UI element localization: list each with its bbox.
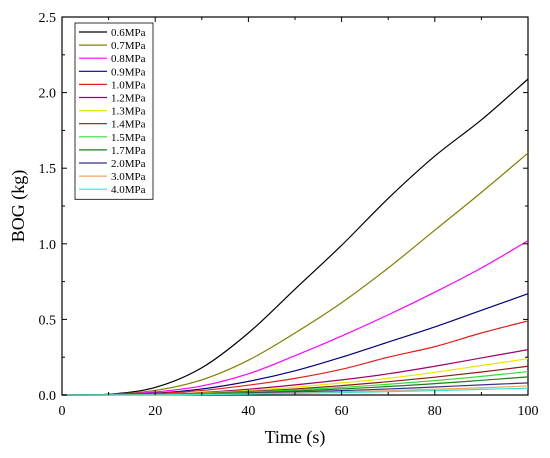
legend-item-6: 1.3MPa	[79, 106, 146, 118]
legend-item-5: 1.2MPa	[79, 93, 146, 105]
series-line-0	[61, 78, 529, 396]
legend-label-4: 1.0MPa	[111, 79, 146, 91]
legend-label-0: 0.6MPa	[111, 27, 146, 39]
x-axis-title: Time (s)	[265, 427, 326, 448]
legend-label-1: 0.7MPa	[111, 40, 146, 52]
plot-area: 0 20 40 60 80 100 0.0 0.5 1.0 1.5 2.0 2.5	[39, 11, 539, 419]
legend-label-6: 1.3MPa	[111, 106, 146, 118]
legend-item-10: 2.0MPa	[79, 158, 146, 170]
legend-item-0: 0.6MPa	[79, 27, 146, 39]
y-tick-label-5: 2.5	[39, 11, 57, 26]
legend-item-11: 3.0MPa	[79, 171, 146, 183]
legend-item-3: 0.9MPa	[79, 66, 146, 78]
x-axis-ticks: 0 20 40 60 80 100	[59, 17, 539, 419]
legend-item-12: 4.0MPa	[79, 184, 146, 196]
x-tick-label-4: 80	[428, 404, 442, 419]
y-tick-label-3: 1.5	[39, 162, 57, 177]
legend-label-2: 0.8MPa	[111, 53, 146, 65]
legend-item-1: 0.7MPa	[79, 40, 146, 52]
legend-label-12: 4.0MPa	[111, 184, 146, 196]
x-tick-label-1: 20	[148, 404, 162, 419]
legend-item-4: 1.0MPa	[79, 79, 146, 91]
y-tick-label-4: 2.0	[39, 87, 57, 102]
legend-item-7: 1.4MPa	[79, 119, 146, 131]
legend-item-2: 0.8MPa	[79, 53, 146, 65]
legend-label-9: 1.7MPa	[111, 145, 146, 157]
legend-item-8: 1.5MPa	[79, 132, 146, 144]
legend-label-5: 1.2MPa	[111, 93, 146, 105]
y-axis-title: BOG (kg)	[8, 170, 29, 243]
y-axis-ticks: 0.0 0.5 1.0 1.5 2.0 2.5	[39, 11, 528, 404]
legend-label-3: 0.9MPa	[111, 66, 146, 78]
x-tick-label-3: 60	[335, 404, 349, 419]
series-line-2	[61, 240, 529, 396]
legend-label-7: 1.4MPa	[111, 119, 146, 131]
legend-item-9: 1.7MPa	[79, 145, 146, 157]
legend-label-8: 1.5MPa	[111, 132, 146, 144]
y-tick-label-1: 0.5	[39, 313, 57, 328]
legend-label-10: 2.0MPa	[111, 158, 146, 170]
y-tick-label-2: 1.0	[39, 238, 57, 253]
x-tick-label-0: 0	[59, 404, 66, 419]
x-tick-label-5: 100	[518, 404, 539, 419]
series-line-3	[61, 293, 529, 396]
series-line-4	[61, 320, 529, 396]
y-tick-label-0: 0.0	[39, 389, 57, 404]
legend-label-11: 3.0MPa	[111, 171, 146, 183]
x-tick-label-2: 40	[241, 404, 255, 419]
series-line-1	[61, 152, 529, 396]
